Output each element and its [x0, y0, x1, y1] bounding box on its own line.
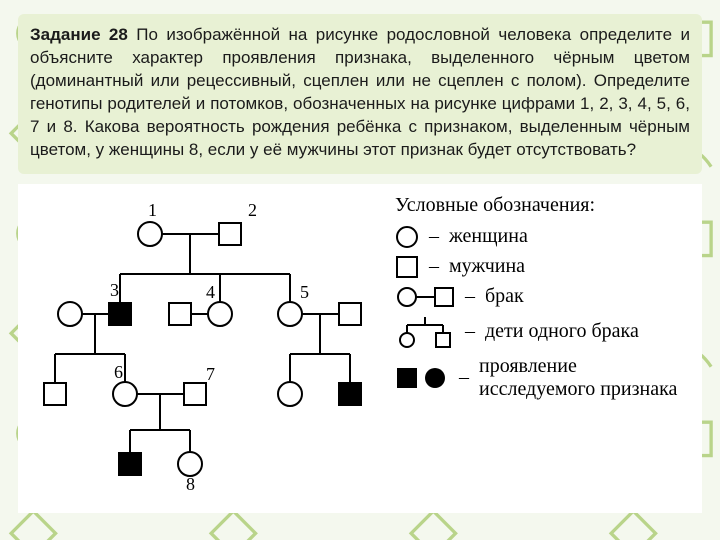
legend-label: мужчина: [449, 255, 525, 278]
legend-label: брак: [485, 285, 524, 308]
filled-pair-icon: [395, 366, 449, 390]
pedigree-node-g3w: [58, 302, 82, 326]
pedigree-node-p3: [109, 303, 131, 325]
pedigree-label-p7: 7: [206, 364, 215, 384]
pedigree-node-p1: [138, 222, 162, 246]
marriage-icon: [395, 285, 455, 309]
legend: Условные обозначения: – женщина – мужчин…: [395, 194, 690, 499]
pedigree-label-p8: 8: [186, 474, 195, 494]
pedigree-node-p5: [278, 302, 302, 326]
pedigree-node-p6: [113, 382, 137, 406]
legend-row-siblings: – дети одного брака: [395, 315, 690, 349]
pedigree-label-p5: 5: [300, 282, 309, 302]
legend-row-male: – мужчина: [395, 255, 690, 279]
legend-label: дети одного брака: [485, 320, 639, 343]
pedigree-node-p7: [184, 383, 206, 405]
pedigree-label-p6: 6: [114, 362, 123, 382]
pedigree-node-g8: [119, 453, 141, 475]
legend-title: Условные обозначения:: [395, 194, 690, 217]
pedigree-node-g5h: [339, 303, 361, 325]
pedigree-node-c5a: [278, 382, 302, 406]
pedigree-node-c1: [44, 383, 66, 405]
pedigree-node-p8: [178, 452, 202, 476]
legend-label: женщина: [449, 225, 528, 248]
task-title: Задание 28: [30, 25, 128, 44]
pedigree-label-p1: 1: [148, 200, 157, 220]
circle-open-icon: [395, 225, 419, 249]
legend-row-affected: – проявление исследуемого признака: [395, 355, 690, 401]
pedigree-label-p3: 3: [110, 280, 119, 300]
square-open-icon: [395, 255, 419, 279]
task-text-box: Задание 28 По изображённой на рисунке ро…: [18, 14, 702, 174]
legend-label: проявление исследуемого признака: [479, 355, 690, 401]
task-body: По изображённой на рисунке родословной ч…: [30, 25, 690, 159]
pedigree-label-p2: 2: [248, 200, 257, 220]
pedigree-node-p2: [219, 223, 241, 245]
pedigree-node-p4: [208, 302, 232, 326]
pedigree-chart: 1 2 3 4 5 6 7 8: [30, 194, 395, 499]
pedigree-label-p4: 4: [206, 282, 215, 302]
figure-panel: 1 2 3 4 5 6 7 8 Условные обозначения: – женщина…: [18, 184, 702, 513]
legend-row-female: – женщина: [395, 225, 690, 249]
legend-row-marriage: – брак: [395, 285, 690, 309]
pedigree-node-g4h: [169, 303, 191, 325]
pedigree-node-c5b: [339, 383, 361, 405]
siblings-icon: [395, 315, 455, 349]
